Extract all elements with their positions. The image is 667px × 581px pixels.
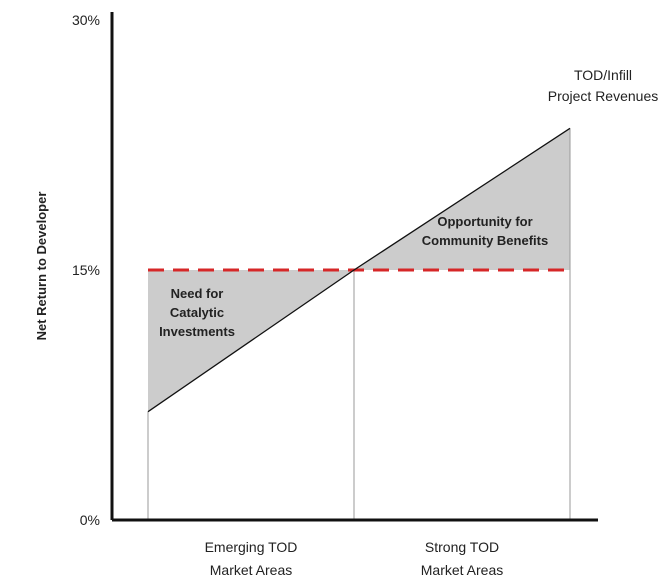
annotations: Need for Catalytic Investments Opportunity … bbox=[159, 214, 548, 339]
category-label-line: Emerging TOD bbox=[205, 539, 298, 555]
category-dividers bbox=[147, 128, 571, 520]
series-labels: TOD/Infill Project Revenues bbox=[548, 67, 659, 104]
category-label-line: Market Areas bbox=[210, 562, 292, 578]
y-tick-label: 15% bbox=[72, 262, 100, 278]
category-label-line: Strong TOD bbox=[425, 539, 499, 555]
series-label: TOD/Infill Project Revenues bbox=[548, 67, 659, 104]
y-axis-label: Net Return to Developer bbox=[34, 192, 49, 341]
annotation-need-for-investments-line: Catalytic bbox=[170, 305, 224, 320]
annotation-opportunity-line: Opportunity for bbox=[437, 214, 532, 229]
y-tick-labels: 0% 15% 30% bbox=[72, 12, 100, 528]
y-tick-label: 30% bbox=[72, 12, 100, 28]
series-lines bbox=[147, 127, 571, 413]
annotation-need-for-investments-line: Investments bbox=[159, 324, 235, 339]
series-line-revenues bbox=[147, 127, 571, 413]
category-label: Strong TOD Market Areas bbox=[421, 539, 503, 578]
category-labels: Emerging TOD Market Areas Strong TOD Market… bbox=[205, 539, 504, 578]
y-tick-label: 0% bbox=[80, 512, 100, 528]
annotation-need-for-investments: Need for Catalytic Investments bbox=[159, 286, 235, 339]
annotation-opportunity-line: Community Benefits bbox=[422, 233, 548, 248]
series-label-line: Project Revenues bbox=[548, 88, 659, 104]
annotation-opportunity: Opportunity for Community Benefits bbox=[422, 214, 548, 248]
category-label: Emerging TOD Market Areas bbox=[205, 539, 298, 578]
category-label-line: Market Areas bbox=[421, 562, 503, 578]
series-label-line: TOD/Infill bbox=[574, 67, 632, 83]
axes bbox=[110, 12, 598, 522]
annotation-need-for-investments-line: Need for bbox=[171, 286, 224, 301]
